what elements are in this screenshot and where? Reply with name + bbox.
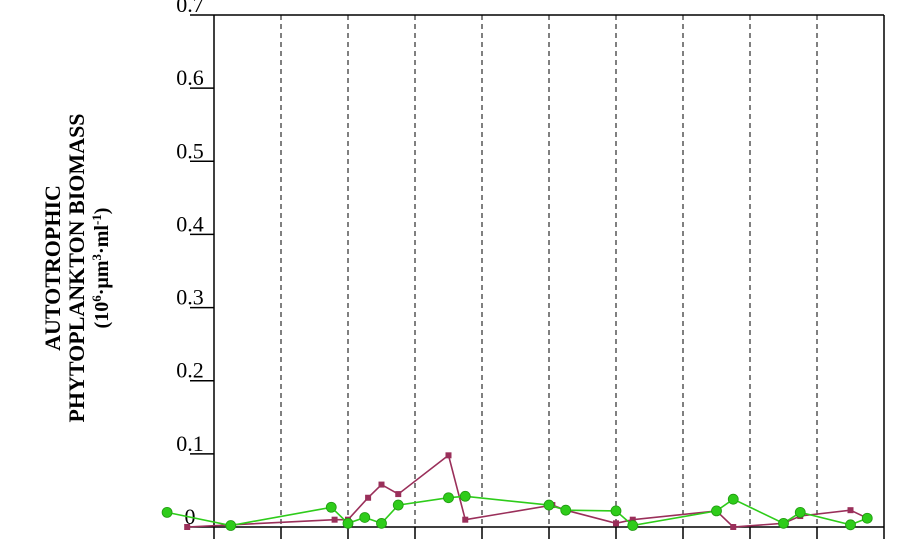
data-point xyxy=(794,506,806,518)
series-2 xyxy=(161,490,873,531)
data-point xyxy=(392,499,404,511)
y-axis-title: AUTOTROPHIC PHYTOPLANKTON BIOMASS (106·µ… xyxy=(40,113,113,422)
data-point xyxy=(629,516,636,523)
data-point xyxy=(459,490,471,502)
data-point xyxy=(325,501,337,513)
y-tick-label: 0.5 xyxy=(176,138,204,163)
data-point xyxy=(445,452,452,459)
y-tick-label: 0.3 xyxy=(176,285,204,310)
data-point xyxy=(613,520,619,527)
data-point xyxy=(847,507,854,514)
axes xyxy=(213,14,885,539)
data-point xyxy=(225,520,237,531)
data-point xyxy=(161,506,173,518)
data-point xyxy=(543,499,555,511)
data-point xyxy=(610,505,622,517)
data-point xyxy=(395,491,402,498)
series-1 xyxy=(184,452,871,530)
y-axis-title-unit: (106·µm3·ml-1) xyxy=(89,208,113,329)
y-tick-label: 0.6 xyxy=(176,65,204,90)
vertical-gridlines xyxy=(280,15,818,527)
data-point xyxy=(378,481,385,488)
data-point xyxy=(861,512,873,524)
data-point xyxy=(184,524,191,530)
series-layer xyxy=(161,452,873,531)
data-point xyxy=(462,516,469,523)
data-point xyxy=(331,516,338,523)
data-point xyxy=(376,517,387,529)
y-axis-title-line-1: AUTOTROPHIC xyxy=(40,185,65,351)
data-point xyxy=(778,517,789,529)
data-point xyxy=(443,492,454,504)
y-axis-title-line-2: PHYTOPLANKTON BIOMASS xyxy=(64,113,89,422)
y-tick-label: 0.1 xyxy=(176,431,204,456)
y-tick-label: 0.2 xyxy=(176,358,204,383)
data-point xyxy=(730,524,737,530)
data-point xyxy=(342,517,354,529)
series-line xyxy=(187,453,868,528)
data-point xyxy=(560,504,572,516)
data-point xyxy=(845,519,856,531)
y-ticks: 00.10.20.30.40.50.60.7 xyxy=(176,0,214,529)
data-point xyxy=(711,505,722,517)
data-point xyxy=(627,520,639,531)
data-point xyxy=(727,493,739,505)
y-tick-label: 0.4 xyxy=(176,211,204,236)
data-point xyxy=(365,494,372,501)
data-point xyxy=(359,512,371,523)
y-tick-label: 0.7 xyxy=(176,0,204,17)
